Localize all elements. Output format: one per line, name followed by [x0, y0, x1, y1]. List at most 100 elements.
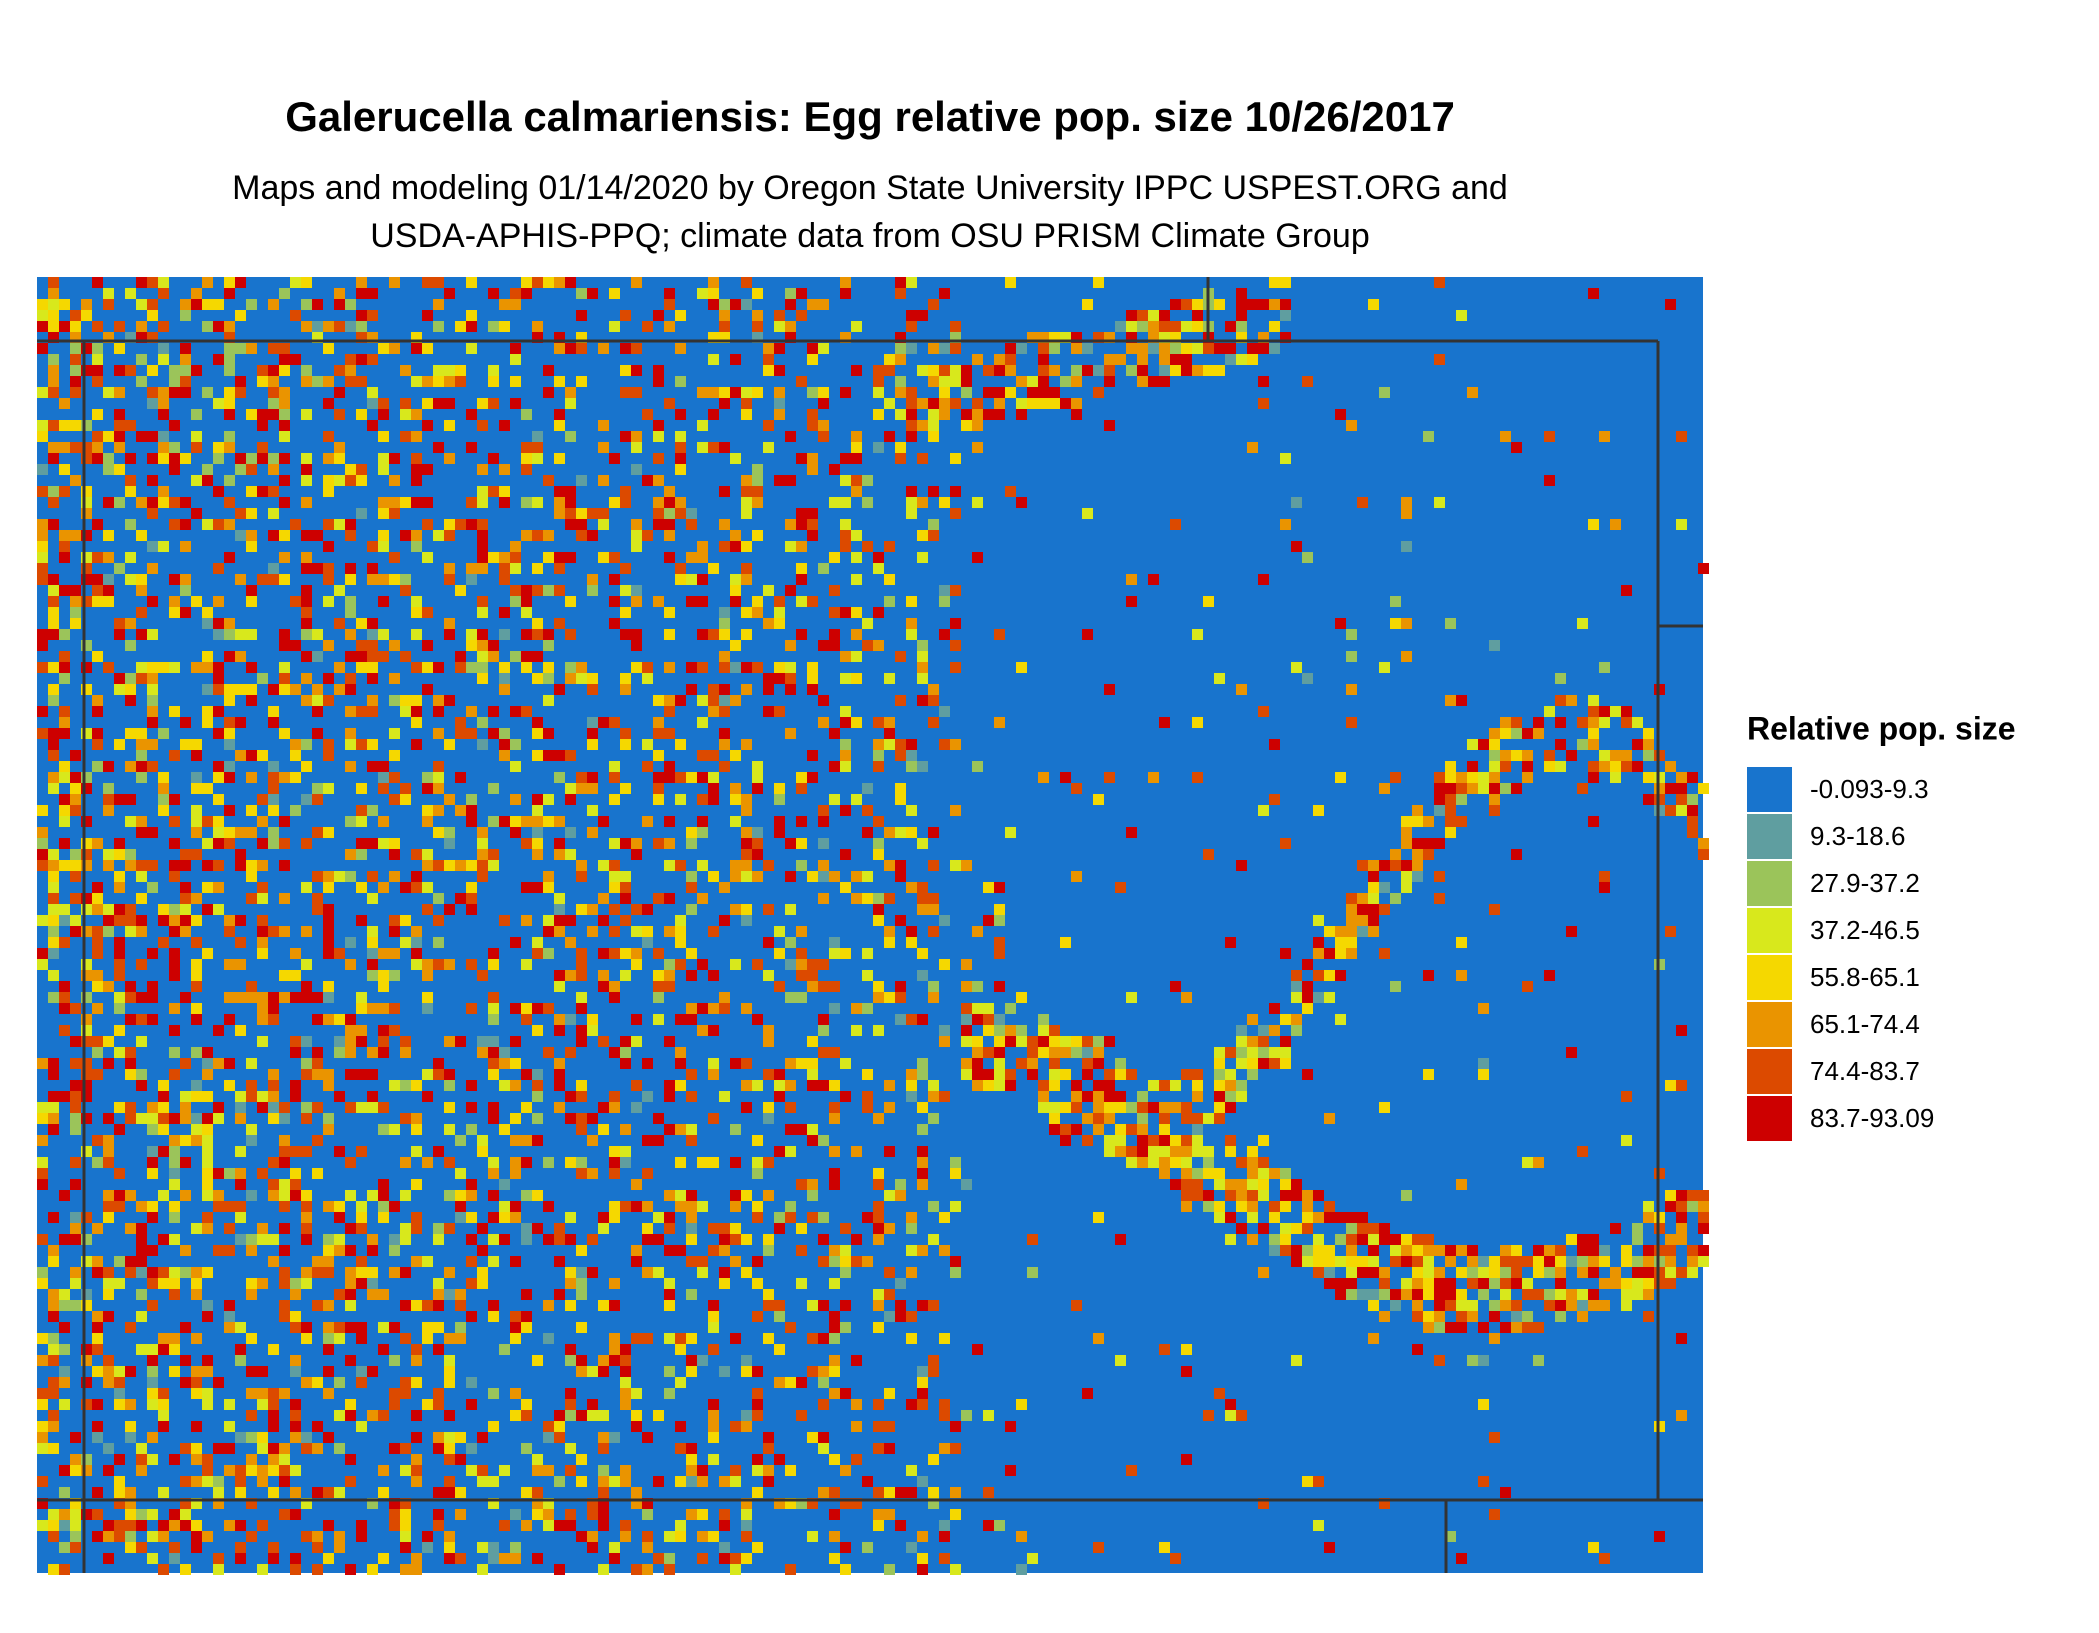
raster-cell: [180, 1267, 191, 1278]
raster-cell: [455, 651, 466, 662]
raster-cell: [191, 1498, 202, 1509]
raster-cell: [1511, 783, 1522, 794]
raster-cell: [521, 1443, 532, 1454]
raster-cell: [279, 1311, 290, 1322]
raster-cell: [1621, 750, 1632, 761]
raster-cell: [950, 453, 961, 464]
raster-cell: [609, 574, 620, 585]
raster-cell: [81, 816, 92, 827]
raster-cell: [565, 629, 576, 640]
raster-cell: [466, 1256, 477, 1267]
raster-cell: [1687, 1201, 1698, 1212]
raster-cell: [422, 1322, 433, 1333]
raster-cell: [1643, 1212, 1654, 1223]
raster-cell: [92, 1366, 103, 1377]
raster-cell: [1016, 662, 1027, 673]
raster-cell: [345, 1025, 356, 1036]
raster-cell: [301, 981, 312, 992]
raster-cell: [796, 838, 807, 849]
raster-cell: [1236, 1047, 1247, 1058]
raster-cell: [1555, 673, 1566, 684]
raster-cell: [1225, 1080, 1236, 1091]
raster-cell: [444, 365, 455, 376]
raster-cell: [1148, 1135, 1159, 1146]
raster-cell: [884, 1564, 895, 1575]
raster-cell: [70, 1432, 81, 1443]
raster-cell: [1610, 1223, 1621, 1234]
raster-cell: [840, 1542, 851, 1553]
raster-cell: [697, 860, 708, 871]
raster-cell: [1313, 1190, 1324, 1201]
raster-cell: [48, 365, 59, 376]
raster-cell: [224, 728, 235, 739]
raster-cell: [763, 1157, 774, 1168]
raster-cell: [1302, 981, 1313, 992]
raster-cell: [741, 849, 752, 860]
raster-cell: [345, 1014, 356, 1025]
raster-cell: [543, 794, 554, 805]
raster-cell: [1192, 772, 1203, 783]
raster-cell: [312, 1135, 323, 1146]
raster-cell: [1676, 1223, 1687, 1234]
raster-cell: [598, 717, 609, 728]
raster-cell: [290, 596, 301, 607]
raster-cell: [620, 1366, 631, 1377]
raster-cell: [114, 1025, 125, 1036]
raster-cell: [488, 959, 499, 970]
raster-cell: [697, 552, 708, 563]
raster-cell: [587, 772, 598, 783]
raster-cell: [169, 959, 180, 970]
raster-cell: [125, 1069, 136, 1080]
raster-cell: [829, 629, 840, 640]
raster-cell: [290, 310, 301, 321]
raster-cell: [191, 1135, 202, 1146]
raster-cell: [719, 1234, 730, 1245]
raster-cell: [191, 1421, 202, 1432]
raster-cell: [92, 519, 103, 530]
raster-cell: [598, 1410, 609, 1421]
raster-cell: [422, 464, 433, 475]
raster-cell: [246, 981, 257, 992]
raster-cell: [70, 1542, 81, 1553]
raster-cell: [114, 871, 125, 882]
raster-cell: [246, 453, 257, 464]
raster-cell: [609, 453, 620, 464]
raster-cell: [1093, 365, 1104, 376]
raster-cell: [191, 442, 202, 453]
raster-cell: [136, 915, 147, 926]
raster-cell: [378, 1289, 389, 1300]
raster-cell: [81, 299, 92, 310]
raster-cell: [213, 684, 224, 695]
raster-cell: [136, 1080, 147, 1091]
raster-cell: [1577, 1256, 1588, 1267]
raster-cell: [1269, 321, 1280, 332]
raster-cell: [59, 552, 70, 563]
raster-cell: [994, 1520, 1005, 1531]
raster-cell: [851, 552, 862, 563]
raster-cell: [103, 1531, 114, 1542]
raster-cell: [532, 1003, 543, 1014]
raster-cell: [686, 1333, 697, 1344]
raster-cell: [1478, 772, 1489, 783]
raster-cell: [125, 1531, 136, 1542]
legend-label: 65.1-74.4: [1810, 1009, 1920, 1039]
raster-cell: [224, 1080, 235, 1091]
raster-cell: [59, 420, 70, 431]
raster-cell: [466, 794, 477, 805]
raster-cell: [939, 629, 950, 640]
raster-cell: [895, 288, 906, 299]
raster-cell: [554, 750, 565, 761]
raster-cell: [1258, 343, 1269, 354]
raster-cell: [169, 816, 180, 827]
raster-cell: [807, 530, 818, 541]
raster-cell: [785, 1212, 796, 1223]
raster-cell: [345, 651, 356, 662]
raster-cell: [246, 1234, 257, 1245]
raster-cell: [477, 486, 488, 497]
raster-cell: [763, 860, 774, 871]
raster-cell: [48, 970, 59, 981]
raster-cell: [323, 321, 334, 332]
raster-cell: [235, 1201, 246, 1212]
raster-cell: [257, 882, 268, 893]
raster-cell: [180, 992, 191, 1003]
